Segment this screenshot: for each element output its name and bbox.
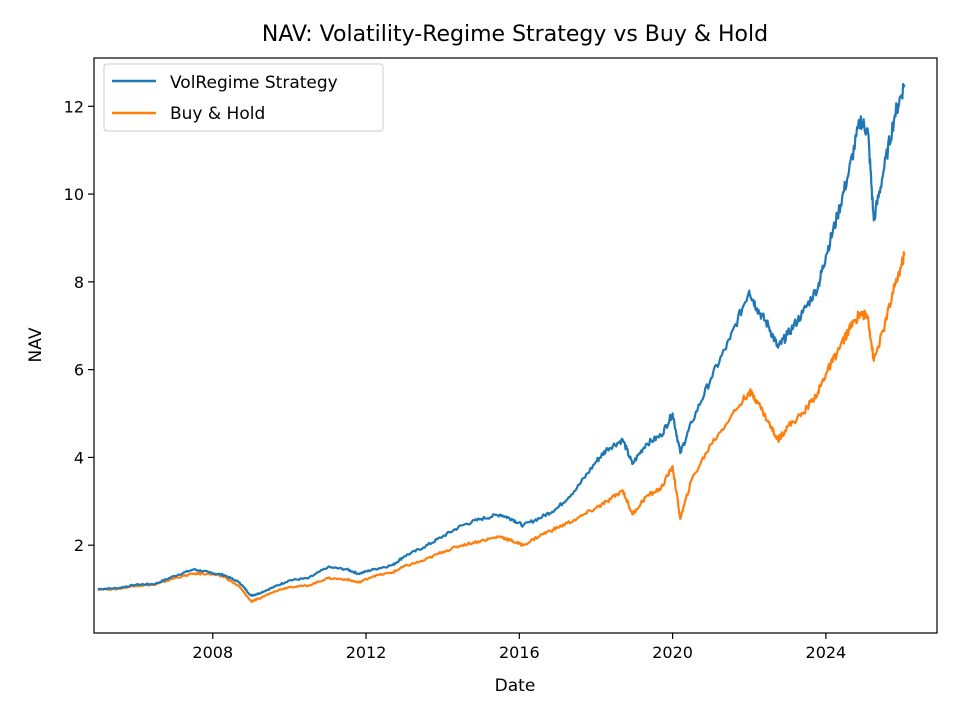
series-layer [97,83,906,603]
series-line-buy-hold [97,251,906,603]
x-tick-label: 2020 [652,643,693,662]
plot-area [93,57,938,634]
x-axis-ticks: 2008 2012 2016 2020 2024 [192,633,846,662]
legend-label-volregime: VolRegime Strategy [170,73,338,93]
y-tick-label: 2 [74,536,84,555]
x-tick-label: 2012 [346,643,387,662]
y-axis-title: NAV [26,327,46,362]
axes-background [94,58,937,633]
x-axis-title: Date [495,676,536,696]
axes-frame [93,57,938,634]
x-tick-label: 2024 [806,643,847,662]
y-tick-label: 8 [74,273,84,292]
y-tick-label: 4 [74,448,84,467]
y-tick-label: 12 [64,97,84,116]
x-tick-label: 2008 [192,643,233,662]
legend-label-buy-hold: Buy & Hold [170,104,265,124]
series-line-volregime [97,83,906,597]
legend-box [103,63,384,132]
x-tick-label: 2016 [499,643,540,662]
chart-title: NAV: Volatility-Regime Strategy vs Buy &… [262,22,768,47]
y-axis-ticks: 2 4 6 8 10 12 [64,97,94,555]
legend: VolRegime Strategy Buy & Hold [103,63,384,132]
y-tick-label: 10 [64,185,84,204]
y-tick-label: 6 [74,361,84,380]
